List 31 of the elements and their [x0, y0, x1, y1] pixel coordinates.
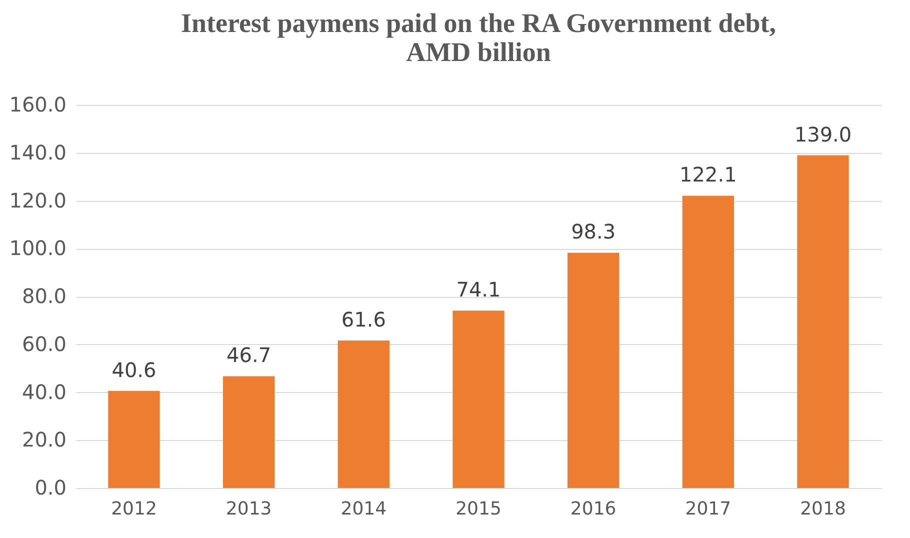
data-label: 122.1 — [680, 162, 737, 187]
data-label: 46.7 — [226, 343, 272, 368]
bar — [452, 310, 504, 488]
data-label: 40.6 — [112, 358, 156, 382]
y-tick-label: 120.0 — [9, 188, 66, 212]
y-tick-label: 80.0 — [22, 284, 66, 308]
x-tick-label: 2013 — [226, 498, 272, 520]
chart-title: Interest paymens paid on the RA Government debt, AMD billion — [180, 8, 776, 67]
y-tick-label: 60.0 — [22, 332, 66, 356]
data-label: 74.1 — [456, 278, 501, 302]
x-tick-label: 2015 — [456, 498, 502, 520]
bar — [108, 390, 160, 488]
bar — [682, 196, 734, 488]
y-tick-label: 160.0 — [9, 92, 66, 116]
bar — [568, 252, 620, 488]
data-label: 98.3 — [571, 220, 616, 244]
y-tick-label: 0.0 — [34, 476, 66, 500]
bar — [338, 340, 390, 488]
y-tick-label: 40.0 — [22, 380, 66, 404]
data-label: 61.6 — [341, 308, 386, 332]
x-tick-label: 2012 — [111, 498, 157, 520]
bar — [797, 155, 849, 488]
bar — [222, 376, 275, 488]
x-tick-label: 2014 — [340, 498, 387, 520]
x-tick-label: 2018 — [800, 498, 846, 520]
y-tick-label: 20.0 — [22, 428, 66, 452]
y-tick-label: 100.0 — [9, 236, 66, 260]
data-label: 139.0 — [794, 122, 852, 146]
x-tick-label: 2017 — [685, 498, 732, 520]
y-tick-label: 140.0 — [9, 140, 66, 164]
x-tick-label: 2016 — [570, 498, 616, 520]
